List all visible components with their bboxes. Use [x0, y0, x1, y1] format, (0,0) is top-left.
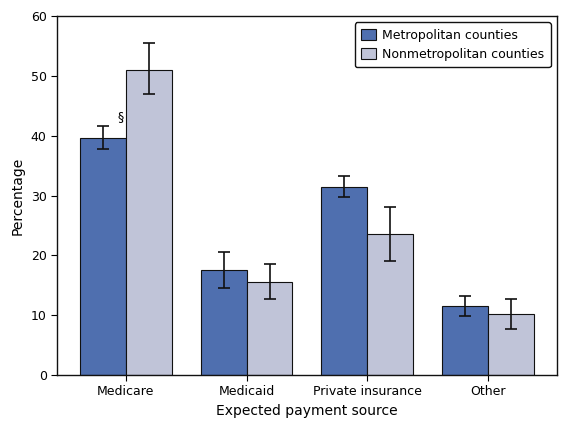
Bar [442, 306, 488, 375]
Bar [80, 138, 126, 375]
X-axis label: Expected payment source: Expected payment source [216, 404, 398, 418]
Bar [126, 70, 172, 375]
Bar [247, 282, 293, 375]
Legend: Metropolitan counties, Nonmetropolitan counties: Metropolitan counties, Nonmetropolitan c… [355, 22, 550, 67]
Bar [488, 314, 534, 375]
Bar [201, 270, 247, 375]
Y-axis label: Percentage: Percentage [11, 157, 25, 235]
Bar [367, 234, 414, 375]
Bar [321, 187, 367, 375]
Text: §: § [117, 109, 123, 123]
